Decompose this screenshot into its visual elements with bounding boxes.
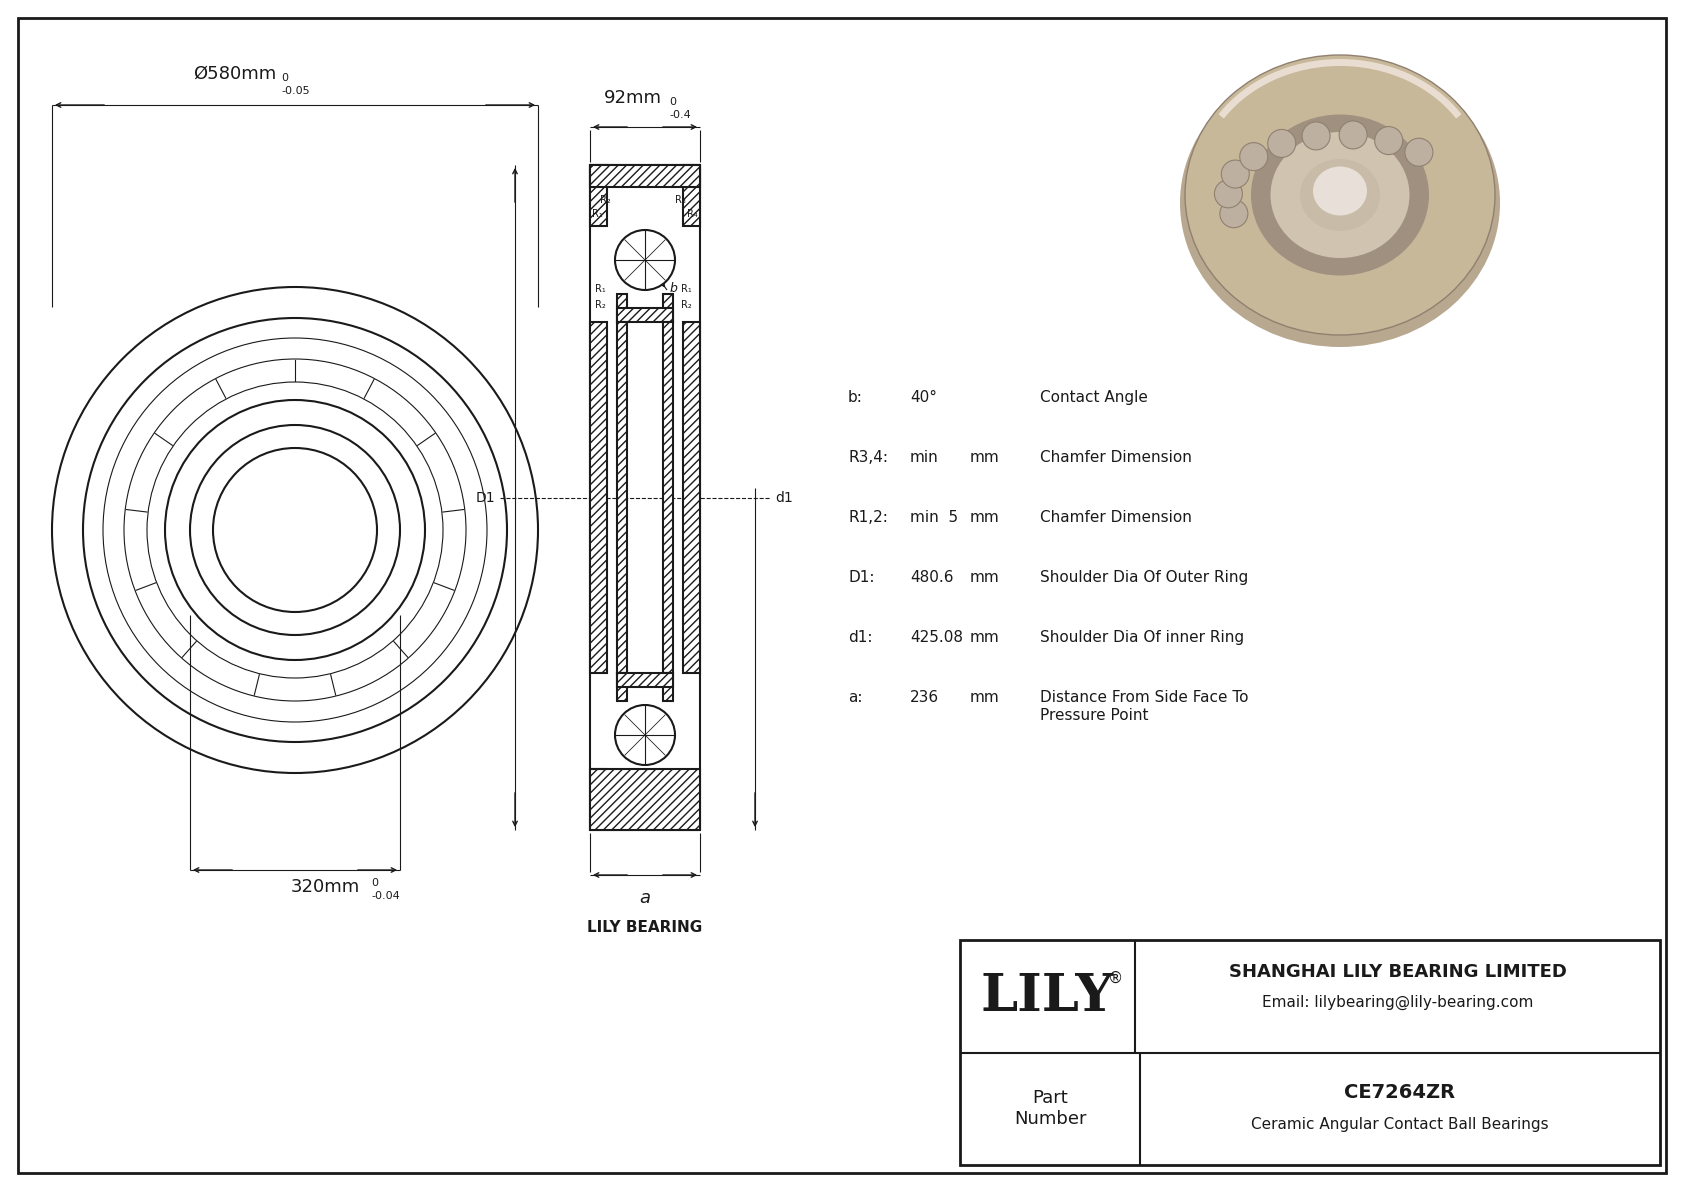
Polygon shape (589, 769, 701, 830)
Polygon shape (616, 673, 626, 701)
Text: -0.05: -0.05 (281, 86, 310, 96)
Text: D1:: D1: (849, 570, 874, 585)
Text: 480.6: 480.6 (909, 570, 953, 585)
Polygon shape (684, 166, 701, 226)
Text: mm: mm (970, 510, 1000, 525)
Polygon shape (616, 673, 674, 687)
Polygon shape (663, 673, 674, 701)
Text: Contact Angle: Contact Angle (1041, 389, 1148, 405)
Ellipse shape (1300, 160, 1379, 231)
Text: Ceramic Angular Contact Ball Bearings: Ceramic Angular Contact Ball Bearings (1251, 1117, 1549, 1133)
Text: R₂: R₂ (680, 300, 692, 310)
Text: Pressure Point: Pressure Point (1041, 707, 1148, 723)
Bar (960, 940, 1660, 1165)
Text: mm: mm (970, 690, 1000, 705)
Text: 0: 0 (669, 96, 675, 107)
Ellipse shape (1186, 55, 1495, 335)
Circle shape (1214, 180, 1243, 207)
Circle shape (1219, 200, 1248, 227)
Polygon shape (616, 308, 674, 322)
Polygon shape (684, 322, 701, 673)
Text: a: a (640, 888, 650, 908)
Text: Chamfer Dimension: Chamfer Dimension (1041, 510, 1192, 525)
Circle shape (1268, 130, 1295, 157)
Circle shape (615, 705, 675, 765)
Text: LILY: LILY (982, 971, 1115, 1022)
Text: Part
Number: Part Number (1014, 1090, 1086, 1128)
Text: Shoulder Dia Of inner Ring: Shoulder Dia Of inner Ring (1041, 630, 1244, 646)
Polygon shape (616, 294, 626, 322)
Circle shape (1404, 138, 1433, 167)
Ellipse shape (1180, 60, 1500, 347)
Text: 40°: 40° (909, 389, 936, 405)
Text: D1: D1 (475, 491, 495, 505)
Text: R₄: R₄ (687, 208, 697, 219)
Polygon shape (616, 322, 626, 673)
Text: CE7264ZR: CE7264ZR (1344, 1084, 1455, 1102)
Text: R1,2:: R1,2: (849, 510, 887, 525)
Text: Distance From Side Face To: Distance From Side Face To (1041, 690, 1248, 705)
Text: -0.04: -0.04 (370, 891, 399, 902)
Text: d1: d1 (775, 491, 793, 505)
Circle shape (615, 230, 675, 289)
Text: d1:: d1: (849, 630, 872, 646)
Text: Ø580mm: Ø580mm (194, 66, 276, 83)
Text: min: min (909, 450, 938, 464)
Polygon shape (663, 322, 674, 673)
Polygon shape (589, 322, 606, 673)
Text: 236: 236 (909, 690, 940, 705)
Circle shape (1302, 121, 1330, 150)
Text: min  5: min 5 (909, 510, 958, 525)
Text: R₁: R₁ (593, 208, 603, 219)
Ellipse shape (1270, 132, 1410, 258)
Circle shape (1374, 126, 1403, 155)
Text: 320mm: 320mm (290, 878, 360, 896)
Polygon shape (589, 166, 701, 187)
Polygon shape (589, 166, 606, 226)
Text: b: b (670, 282, 679, 295)
Ellipse shape (1314, 167, 1367, 216)
Text: R₁: R₁ (594, 283, 606, 294)
Text: a:: a: (849, 690, 862, 705)
Text: 0: 0 (370, 878, 377, 888)
Text: Chamfer Dimension: Chamfer Dimension (1041, 450, 1192, 464)
Circle shape (1221, 160, 1250, 188)
Text: Shoulder Dia Of Outer Ring: Shoulder Dia Of Outer Ring (1041, 570, 1248, 585)
Text: b:: b: (849, 389, 862, 405)
Ellipse shape (1251, 114, 1430, 275)
Text: 0: 0 (281, 73, 288, 83)
Text: R₃: R₃ (675, 195, 685, 205)
Text: ®: ® (1108, 971, 1123, 986)
Text: R₂: R₂ (600, 195, 611, 205)
Circle shape (1239, 143, 1268, 170)
Circle shape (1339, 121, 1367, 149)
Text: SHANGHAI LILY BEARING LIMITED: SHANGHAI LILY BEARING LIMITED (1229, 964, 1566, 981)
Text: mm: mm (970, 630, 1000, 646)
Polygon shape (663, 294, 674, 322)
Text: R3,4:: R3,4: (849, 450, 887, 464)
Text: R₂: R₂ (594, 300, 606, 310)
Text: mm: mm (970, 570, 1000, 585)
Text: mm: mm (970, 450, 1000, 464)
Text: 92mm: 92mm (605, 89, 662, 107)
Text: 425.08: 425.08 (909, 630, 963, 646)
Text: R₁: R₁ (680, 283, 692, 294)
Text: Email: lilybearing@lily-bearing.com: Email: lilybearing@lily-bearing.com (1261, 994, 1532, 1010)
Text: -0.4: -0.4 (669, 110, 690, 120)
Text: LILY BEARING: LILY BEARING (588, 919, 702, 935)
